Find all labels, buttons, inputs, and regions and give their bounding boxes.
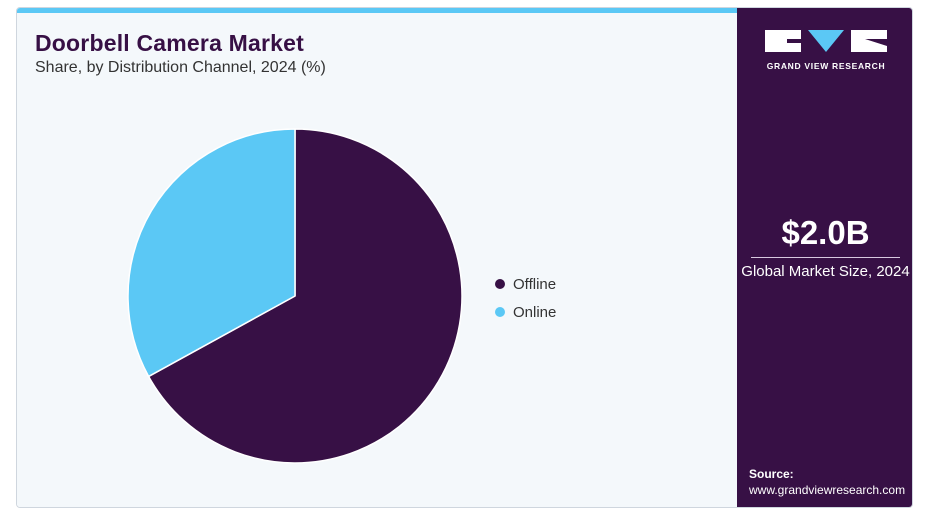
- chart-legend: Offline Online: [495, 270, 556, 326]
- pie-chart: [127, 128, 463, 464]
- summary-sidebar: GRAND VIEW RESEARCH $2.0B Global Market …: [737, 8, 912, 507]
- logo-r-icon: [851, 30, 887, 52]
- source-label: Source:: [749, 467, 794, 481]
- value-divider: [751, 257, 900, 258]
- chart-panel: Doorbell Camera Market Share, by Distrib…: [17, 8, 737, 507]
- legend-label-offline: Offline: [513, 275, 557, 293]
- logo-g-icon: [765, 30, 801, 52]
- pie-slice-offline: [147, 128, 463, 464]
- top-accent-bar: [17, 8, 737, 13]
- chart-title: Doorbell Camera Market: [35, 30, 304, 56]
- pie-slice-online: [127, 128, 296, 378]
- legend-item-online: Online: [495, 298, 556, 326]
- legend-label-online: Online: [513, 303, 557, 321]
- market-size-label: Global Market Size, 2024: [741, 263, 910, 280]
- legend-item-offline: Offline: [495, 270, 556, 298]
- chart-subtitle: Share, by Distribution Channel, 2024 (%): [35, 59, 326, 76]
- source-url: www.grandviewresearch.com: [749, 483, 906, 497]
- legend-marker-online: [495, 307, 505, 317]
- grand-view-research-logo: GRAND VIEW RESEARCH: [765, 30, 887, 71]
- logo-v-icon: [808, 30, 844, 52]
- logo-text: GRAND VIEW RESEARCH: [766, 61, 886, 71]
- legend-marker-offline: [495, 279, 505, 289]
- market-size-value: $2.0B: [781, 214, 870, 251]
- report-card: Doorbell Camera Market Share, by Distrib…: [16, 7, 913, 508]
- logo-mark: [765, 30, 887, 52]
